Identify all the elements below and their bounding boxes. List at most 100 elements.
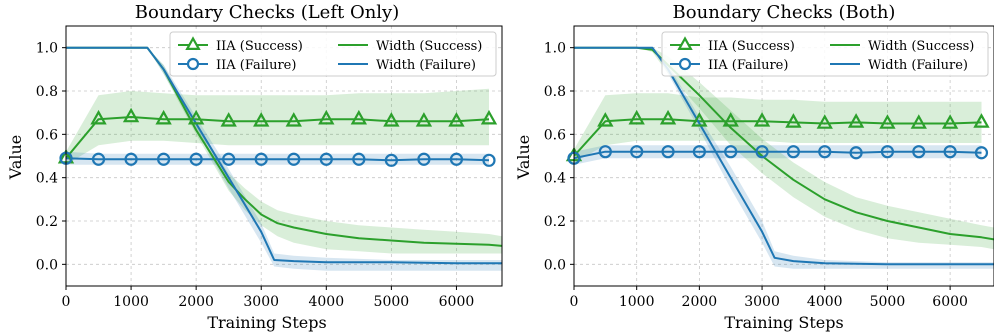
plot-frame — [573, 25, 994, 287]
data-point-iia-success — [941, 114, 959, 129]
data-point-iia-failure — [598, 145, 612, 159]
x-tick-label: 4000 — [308, 294, 344, 310]
data-point-iia-success — [415, 112, 433, 127]
data-point-iia-success — [847, 113, 865, 128]
data-point-iia-success — [448, 112, 465, 127]
plot-frame — [65, 25, 503, 287]
y-axis-label: Value — [514, 135, 533, 181]
y-tick-label: 0.4 — [544, 171, 566, 187]
data-point-iia-success — [350, 109, 368, 125]
data-point-iia-success — [691, 112, 708, 127]
data-point-iia-success — [785, 113, 802, 128]
band-width-success — [574, 47, 994, 250]
y-tick-label: 0.6 — [544, 127, 566, 143]
x-tick-label: 4000 — [807, 294, 843, 310]
data-point-iia-failure — [319, 152, 333, 166]
band-iia-success — [66, 88, 489, 165]
data-point-iia-failure — [157, 152, 171, 166]
data-point-iia-success — [122, 107, 140, 123]
data-point-iia-failure — [630, 145, 644, 159]
legend-label: IIA (Success) — [216, 39, 303, 54]
legend-label: Width (Success) — [376, 39, 482, 54]
y-tick-label: 1.0 — [544, 41, 566, 57]
legend-label: Width (Success) — [868, 39, 974, 54]
chart-panel-right: Boundary Checks (Both) Training Steps Va… — [514, 2, 994, 332]
legend-marker-triangle — [185, 36, 201, 51]
x-tick-label: 2000 — [178, 294, 214, 310]
legend-label: Width (Failure) — [376, 58, 476, 73]
legend: IIA (Success) IIA (Failure) Width (Success… — [169, 31, 497, 77]
data-point-iia-failure — [943, 145, 957, 159]
data-point-iia-failure — [661, 145, 675, 159]
data-point-iia-success — [722, 112, 739, 127]
series-line-width-failure — [66, 46, 502, 265]
y-tick-label: 0.8 — [544, 84, 566, 100]
x-tick-label: 0 — [570, 294, 579, 310]
x-tick-label: 5000 — [374, 294, 410, 310]
data-point-iia-failure — [384, 153, 398, 167]
data-point-iia-success — [383, 112, 400, 127]
y-tick-label: 0.2 — [544, 214, 566, 230]
y-tick-label: 0.0 — [544, 257, 566, 273]
data-point-iia-failure — [352, 152, 366, 166]
series-line-iia-success — [574, 118, 982, 157]
data-point-iia-success — [480, 109, 498, 125]
data-point-iia-failure — [287, 152, 301, 166]
data-point-iia-failure — [91, 152, 106, 166]
series-line-iia-success — [66, 116, 490, 159]
data-point-iia-failure — [912, 145, 926, 159]
data-point-iia-success — [220, 112, 237, 127]
y-tick-label: 0.8 — [36, 84, 58, 100]
data-point-iia-success — [285, 112, 302, 127]
x-axis-label: Training Steps — [724, 313, 843, 332]
y-tick-label: 0.6 — [36, 127, 58, 143]
legend-marker-circle — [186, 57, 200, 71]
data-point-iia-failure — [222, 152, 236, 166]
band-width-success — [66, 47, 502, 254]
data-point-iia-success — [659, 109, 677, 125]
data-point-iia-failure — [818, 145, 832, 159]
band-iia-failure — [574, 145, 982, 165]
legend-marker-circle — [678, 57, 692, 71]
data-point-iia-failure — [755, 145, 769, 159]
chart-title: Boundary Checks (Left Only) — [135, 2, 400, 23]
data-point-iia-success — [318, 109, 335, 125]
x-tick-label: 0 — [62, 294, 71, 310]
data-point-iia-failure — [254, 152, 268, 166]
x-tick-label: 3000 — [744, 294, 780, 310]
legend-label: IIA (Failure) — [216, 58, 296, 73]
legend-frame — [661, 31, 989, 77]
data-point-iia-failure — [974, 146, 989, 160]
legend-label: IIA (Failure) — [708, 58, 788, 73]
x-tick-label: 1000 — [113, 294, 149, 310]
legend-frame — [169, 31, 497, 77]
data-point-iia-failure — [417, 152, 431, 166]
data-point-iia-success — [187, 109, 205, 125]
series-line-width-success — [66, 46, 502, 247]
data-point-iia-failure — [189, 152, 203, 166]
data-point-iia-success — [910, 114, 927, 129]
data-point-iia-failure — [482, 153, 496, 167]
x-tick-label: 2000 — [682, 294, 718, 310]
band-iia-failure — [66, 151, 489, 165]
y-tick-label: 0.4 — [36, 171, 58, 187]
band-iia-success — [574, 93, 982, 163]
chart-title: Boundary Checks (Both) — [673, 2, 896, 23]
data-point-iia-success — [253, 112, 270, 127]
data-point-iia-success — [90, 109, 107, 125]
legend: IIA (Success) IIA (Failure) Width (Success… — [661, 31, 989, 77]
data-point-iia-failure — [692, 145, 706, 159]
data-point-iia-failure — [849, 146, 863, 160]
data-point-iia-failure — [449, 152, 464, 166]
data-point-iia-success — [155, 109, 172, 125]
legend-label: IIA (Success) — [708, 39, 795, 54]
x-tick-label: 3000 — [243, 294, 279, 310]
x-tick-label: 6000 — [932, 294, 968, 310]
legend-marker-triangle — [677, 36, 693, 51]
legend-label: Width (Failure) — [868, 58, 968, 73]
x-tick-label: 1000 — [619, 294, 655, 310]
data-point-iia-failure — [880, 145, 895, 159]
x-tick-label: 5000 — [870, 294, 906, 310]
data-point-iia-success — [597, 112, 614, 127]
